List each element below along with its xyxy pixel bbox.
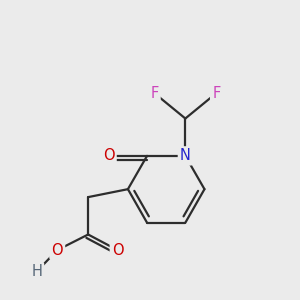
Text: F: F	[150, 86, 158, 101]
Text: O: O	[51, 243, 63, 258]
Text: O: O	[103, 148, 115, 164]
Text: H: H	[31, 264, 42, 279]
Text: O: O	[112, 243, 123, 258]
Text: F: F	[212, 86, 220, 101]
Text: N: N	[180, 148, 191, 164]
